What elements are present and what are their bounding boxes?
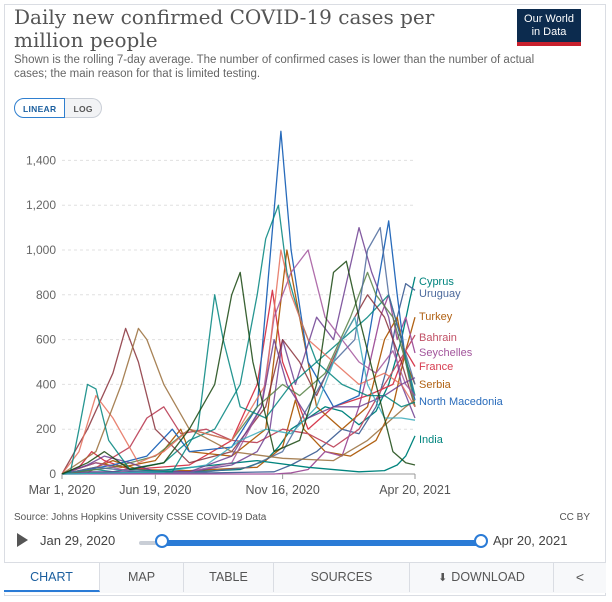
tab-download-label: DOWNLOAD (451, 570, 525, 584)
y-tick-label: 1,200 (26, 198, 56, 212)
linear-scale-button[interactable]: LINEAR (14, 98, 66, 118)
chart-title: Daily new confirmed COVID-19 cases per m… (14, 5, 435, 52)
x-tick-label: Mar 1, 2020 (29, 483, 96, 497)
series-line (61, 334, 416, 475)
series-line (61, 294, 416, 475)
logo-line-1: Our World (524, 13, 574, 25)
series-line (61, 316, 416, 475)
y-tick-label: 1,400 (26, 153, 56, 167)
log-scale-button[interactable]: LOG (65, 98, 102, 118)
series-line (61, 226, 416, 475)
legend-label: India (419, 434, 444, 446)
legend-label: Uruguay (419, 288, 461, 300)
chart-card (4, 4, 606, 596)
download-icon: ⬇ (438, 572, 448, 584)
tab-chart[interactable]: CHART (4, 563, 100, 592)
play-icon[interactable] (17, 533, 28, 547)
tab-bar: CHART MAP TABLE SOURCES ⬇ DOWNLOAD < (4, 562, 606, 593)
y-tick-label: 1,000 (26, 243, 56, 257)
legend-label: Turkey (419, 311, 453, 323)
legend-label: North Macedonia (419, 396, 504, 408)
timeline-end-date: Apr 20, 2021 (493, 533, 568, 548)
legend-label: Seychelles (419, 347, 473, 359)
share-button[interactable]: < (554, 563, 606, 592)
series-line (61, 327, 416, 475)
license-link[interactable]: CC BY (559, 512, 590, 523)
series-line (61, 260, 416, 475)
axis-layer: 0 200 400 600 800 1,000 1,200 1,400 Mar 1, 2020 J… (26, 153, 451, 497)
owid-logo[interactable]: Our World in Data (517, 9, 581, 46)
logo-line-2: in Data (531, 26, 567, 38)
legend-label: Cyprus (419, 276, 454, 288)
timeline-start-handle[interactable] (155, 534, 169, 548)
series-line (61, 338, 416, 475)
y-tick-label: 800 (36, 288, 56, 302)
y-tick-label: 600 (36, 333, 56, 347)
series-line (61, 271, 416, 475)
tab-sources[interactable]: SOURCES (274, 563, 410, 592)
tab-download[interactable]: ⬇ DOWNLOAD (410, 563, 554, 592)
share-icon: < (575, 569, 585, 585)
line-chart[interactable]: 0 200 400 600 800 1,000 1,200 1,400 Mar 1, 2020 J… (0, 130, 612, 505)
x-tick-label: Apr 20, 2021 (379, 483, 451, 497)
chart-subtitle: Shown is the rolling 7-day average. The … (14, 54, 535, 80)
scale-toggle: LINEAR LOG (14, 98, 102, 118)
y-tick-label: 200 (36, 422, 56, 436)
series-line (61, 294, 416, 475)
series-layer (61, 130, 416, 475)
y-tick-label: 400 (36, 377, 56, 391)
series-line (61, 289, 416, 475)
timeline-start-date: Jan 29, 2020 (40, 533, 116, 548)
y-tick-label: 0 (49, 467, 56, 481)
tab-table[interactable]: TABLE (184, 563, 274, 592)
x-tick-label: Jun 19, 2020 (119, 483, 191, 497)
legend-label: France (419, 361, 453, 373)
timeline-end-handle[interactable] (474, 534, 488, 548)
source-note: Source: Johns Hopkins University CSSE CO… (14, 512, 267, 523)
timeline-range (160, 540, 480, 546)
tab-map[interactable]: MAP (100, 563, 184, 592)
x-tick-label: Nov 16, 2020 (245, 483, 319, 497)
series-line (61, 249, 416, 475)
legend-label: Serbia (419, 379, 452, 391)
legend-label: Bahrain (419, 332, 457, 344)
